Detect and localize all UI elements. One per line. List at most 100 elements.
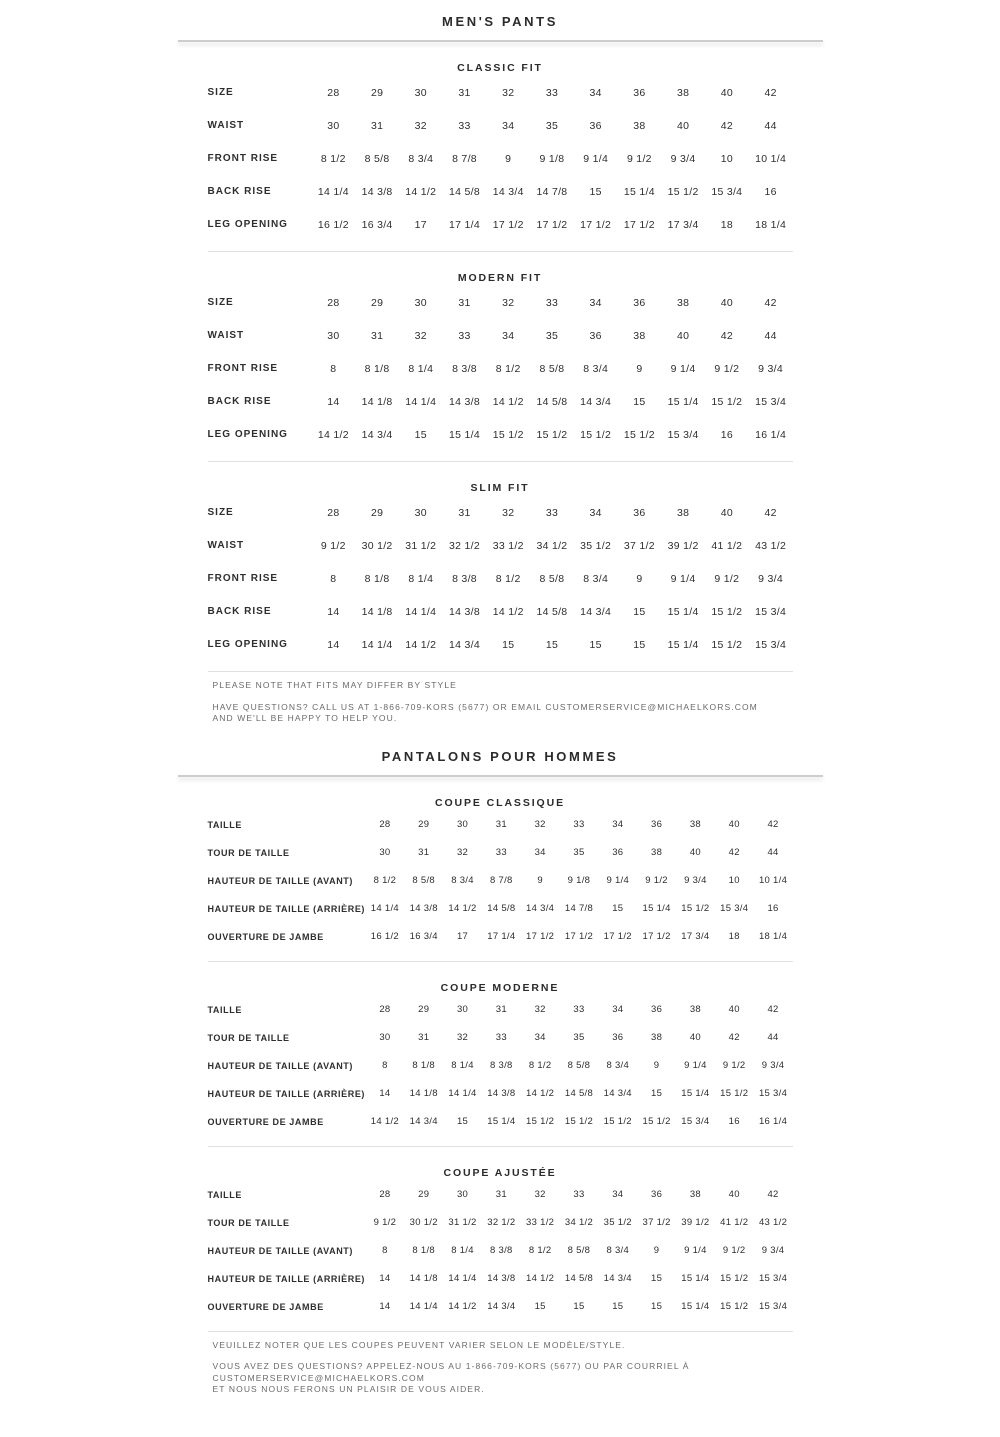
- size-table: SIZE 28 29 30 31 32 33 34 36 38 40 42 WAIST 30 31 32 33 3…: [208, 76, 793, 241]
- fit-note-french: VEUILLEZ NOTER QUE LES COUPES PEUVENT VA…: [212, 1339, 626, 1350]
- size-value-cell: 15 1/4: [681, 1273, 710, 1284]
- size-value-cell: 8 5/8: [539, 572, 565, 585]
- size-value-cell: 9 3/4: [761, 1060, 785, 1071]
- size-value-cell: 14 3/8: [449, 395, 481, 408]
- size-value-cell: 15 1/2: [536, 428, 568, 441]
- size-value-cell: 17 1/2: [642, 931, 671, 942]
- size-table: TAILLE 28 29 30 31 32 33 34 36 38 40 42 TOUR DE TAIL…: [208, 1181, 793, 1321]
- size-value-cell: 31: [458, 506, 471, 519]
- size-value-cell: 9 1/4: [684, 1245, 707, 1256]
- size-value-cell: 17: [414, 218, 427, 231]
- size-table: SIZE 28 29 30 31 32 33 34 36 38 40 42 WAIST 30 31 32 33 3…: [208, 286, 793, 451]
- row-label: BACK RISE: [207, 606, 272, 617]
- size-value-cell: 39 1/2: [681, 1217, 710, 1228]
- size-value-cell: 14 1/4: [448, 1088, 477, 1099]
- size-value-cell: 44: [767, 847, 779, 858]
- size-value-cell: 38: [633, 329, 646, 342]
- size-value-cell: 10 1/4: [755, 152, 787, 165]
- row-label: SIZE: [207, 87, 234, 98]
- size-value-cell: 34: [589, 296, 602, 309]
- size-value-cell: 42: [767, 819, 779, 830]
- size-value-cell: 35 1/2: [603, 1217, 632, 1228]
- size-value-cell: 15: [414, 428, 427, 441]
- size-value-cell: 38: [633, 119, 646, 132]
- size-value-cell: 31: [458, 296, 471, 309]
- size-value-cell: 41 1/2: [711, 539, 743, 552]
- page-title-french: PANTALONS POUR HOMMES: [381, 748, 619, 764]
- size-value-cell: 15: [502, 638, 515, 651]
- fit-section-title: COUPE MODERNE: [440, 981, 560, 994]
- row-label: OUVERTURE DE JAMBE: [207, 1116, 324, 1127]
- table-row: HAUTEUR DE TAILLE (ARRIÈRE) 14 14 1/8 14 1/…: [208, 1265, 793, 1293]
- row-label: TAILLE: [207, 1004, 242, 1015]
- table-row: FRONT RISE 8 1/2 8 5/8 8 3/4 8 7/8 9 9 1/8 9 1/…: [208, 142, 793, 175]
- size-value-cell: 8 3/4: [408, 152, 434, 165]
- size-value-cell: 17 1/4: [449, 218, 481, 231]
- size-value-cell: 42: [767, 1004, 779, 1015]
- size-value-cell: 30: [456, 819, 469, 830]
- size-value-cell: 14 1/8: [361, 395, 393, 408]
- size-value-cell: 8 1/8: [412, 1060, 436, 1071]
- size-value-cell: 10: [720, 152, 733, 165]
- size-value-cell: 35 1/2: [580, 539, 612, 552]
- size-value-cell: 8 1/8: [364, 362, 390, 375]
- size-value-cell: 14 1/2: [370, 1116, 400, 1127]
- size-value-cell: 31: [495, 1189, 507, 1200]
- size-value-cell: 15: [534, 1301, 546, 1312]
- fit-section-title: COUPE AJUSTÉE: [443, 1166, 557, 1179]
- size-value-cell: 16 1/2: [370, 931, 400, 942]
- table-row: TOUR DE TAILLE 30 31 32 33 34 35 36 38 40 42 44: [208, 839, 793, 867]
- size-value-cell: 14 1/2: [526, 1273, 555, 1284]
- row-label: WAIST: [207, 540, 245, 551]
- fit-section: COUPE MODERNE TAILLE 28 29 30 31 32 33 34 36 38 40 4…: [207, 981, 793, 1147]
- size-value-cell: 40: [689, 1032, 701, 1043]
- size-value-cell: 15 3/4: [758, 1273, 788, 1284]
- size-value-cell: 38: [651, 1032, 663, 1043]
- size-value-cell: 30 1/2: [361, 539, 393, 552]
- fit-section: MODERN FIT SIZE 28 29 30 31 32 33 34 36 38 40 42 WAIS…: [207, 272, 793, 462]
- size-value-cell: 14 3/8: [361, 185, 393, 198]
- size-value-cell: 34 1/2: [536, 539, 568, 552]
- size-value-cell: 15: [633, 395, 646, 408]
- size-value-cell: 8: [382, 1245, 388, 1256]
- table-row: FRONT RISE 8 8 1/8 8 1/4 8 3/8 8 1/2 8 5/8 8 3/…: [208, 562, 793, 595]
- contact-note-line2: AND WE'LL BE HAPPY TO HELP YOU.: [212, 713, 398, 723]
- size-value-cell: 30: [414, 86, 427, 99]
- table-row: OUVERTURE DE JAMBE 16 1/2 16 3/4 17 17 1/4 17…: [208, 923, 793, 951]
- size-value-cell: 14 3/4: [603, 1088, 632, 1099]
- size-value-cell: 15 1/2: [711, 605, 743, 618]
- size-value-cell: 34: [612, 819, 624, 830]
- table-row: OUVERTURE DE JAMBE 14 14 1/4 14 1/2 14 3/4 15…: [208, 1293, 793, 1321]
- size-value-cell: 36: [612, 847, 624, 858]
- table-row: HAUTEUR DE TAILLE (AVANT) 8 8 1/8 8 1/4 8 3/…: [208, 1237, 793, 1265]
- size-value-cell: 32: [502, 86, 515, 99]
- size-value-cell: 29: [370, 296, 384, 309]
- table-row: LEG OPENING 14 1/2 14 3/4 15 15 1/4 15 1/2 15 …: [208, 418, 793, 451]
- size-value-cell: 30: [327, 329, 340, 342]
- contact-note-line1: VOUS AVEZ DES QUESTIONS? APPELEZ-NOUS AU…: [212, 1361, 690, 1383]
- size-value-cell: 37 1/2: [623, 539, 655, 552]
- size-value-cell: 15 1/2: [720, 1301, 749, 1312]
- size-value-cell: 42: [720, 329, 733, 342]
- size-value-cell: 8 3/8: [452, 362, 477, 375]
- row-label: FRONT RISE: [207, 153, 279, 164]
- size-value-cell: 14 3/4: [449, 638, 481, 651]
- size-value-cell: 31: [495, 1004, 507, 1015]
- size-value-cell: 15: [651, 1273, 663, 1284]
- size-value-cell: 33: [458, 119, 471, 132]
- size-value-cell: 9 1/8: [567, 875, 591, 886]
- size-value-cell: 32 1/2: [449, 539, 481, 552]
- size-value-cell: 15: [573, 1301, 585, 1312]
- size-value-cell: 17 1/2: [623, 218, 655, 231]
- table-row: OUVERTURE DE JAMBE 14 1/2 14 3/4 15 15 1/4 15…: [208, 1108, 793, 1136]
- size-value-cell: 15: [456, 1116, 469, 1127]
- size-value-cell: 31 1/2: [448, 1217, 477, 1228]
- size-value-cell: 14 5/8: [564, 1273, 594, 1284]
- size-value-cell: 14 1/8: [361, 605, 393, 618]
- french-notes: VEUILLEZ NOTER QUE LES COUPES PEUVENT VA…: [208, 1340, 793, 1396]
- size-value-cell: 18 1/4: [755, 218, 787, 231]
- size-value-cell: 28: [379, 819, 391, 830]
- size-value-cell: 32: [534, 1004, 546, 1015]
- size-table: TAILLE 28 29 30 31 32 33 34 36 38 40 42 TOUR DE TAIL…: [208, 811, 793, 951]
